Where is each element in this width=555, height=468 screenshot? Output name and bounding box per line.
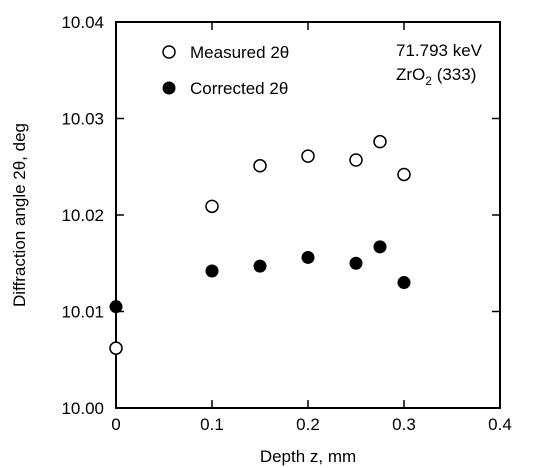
reflection-main: ZrO bbox=[396, 65, 425, 84]
measured-point bbox=[397, 167, 411, 182]
measured-point bbox=[349, 153, 363, 167]
x-axis-label: Depth z, mm bbox=[260, 447, 356, 466]
y-tick-label: 10.02 bbox=[61, 206, 104, 225]
y-axis-label: Diffraction angle 2θ, deg bbox=[10, 123, 29, 307]
measured-point bbox=[373, 134, 387, 149]
corrected-point bbox=[397, 276, 411, 290]
y-axis-ticks: 10.00 10.01 10.02 10.03 10.04 bbox=[61, 13, 500, 418]
reflection-subscript: 2 bbox=[425, 74, 432, 88]
corrected-point bbox=[253, 259, 267, 273]
corrected-point bbox=[301, 250, 315, 264]
measured-point bbox=[109, 341, 123, 355]
legend-marker-measured bbox=[162, 45, 176, 59]
x-axis-ticks: 0 0.1 0.2 0.3 0.4 bbox=[111, 22, 512, 434]
y-tick-label: 10.04 bbox=[61, 13, 104, 32]
measured-point bbox=[205, 199, 219, 214]
reflection-annotation: ZrO2 (333) bbox=[396, 65, 476, 88]
x-tick-label: 0.2 bbox=[296, 415, 320, 434]
corrected-point bbox=[349, 256, 363, 270]
legend-label-measured: Measured 2θ bbox=[190, 43, 289, 62]
x-tick-label: 0 bbox=[111, 415, 120, 434]
y-tick-label: 10.03 bbox=[61, 110, 104, 129]
x-tick-label: 0.4 bbox=[488, 415, 512, 434]
x-tick-label: 0.1 bbox=[200, 415, 224, 434]
corrected-point bbox=[109, 300, 123, 314]
y-tick-label: 10.01 bbox=[61, 303, 104, 322]
reflection-hkl: (333) bbox=[432, 65, 476, 84]
x-tick-label: 0.3 bbox=[392, 415, 416, 434]
corrected-point bbox=[205, 264, 219, 278]
legend-label-corrected: Corrected 2θ bbox=[190, 79, 288, 98]
measured-point bbox=[253, 159, 267, 173]
legend: Measured 2θ Corrected 2θ bbox=[162, 43, 289, 98]
series-measured bbox=[109, 134, 411, 355]
corrected-point bbox=[373, 240, 387, 254]
measured-point bbox=[301, 149, 315, 163]
energy-annotation: 71.793 keV bbox=[396, 41, 483, 60]
y-tick-label: 10.00 bbox=[61, 399, 104, 418]
legend-marker-corrected bbox=[162, 81, 176, 95]
annotation: 71.793 keV ZrO2 (333) bbox=[396, 41, 483, 88]
series-corrected bbox=[109, 240, 411, 314]
